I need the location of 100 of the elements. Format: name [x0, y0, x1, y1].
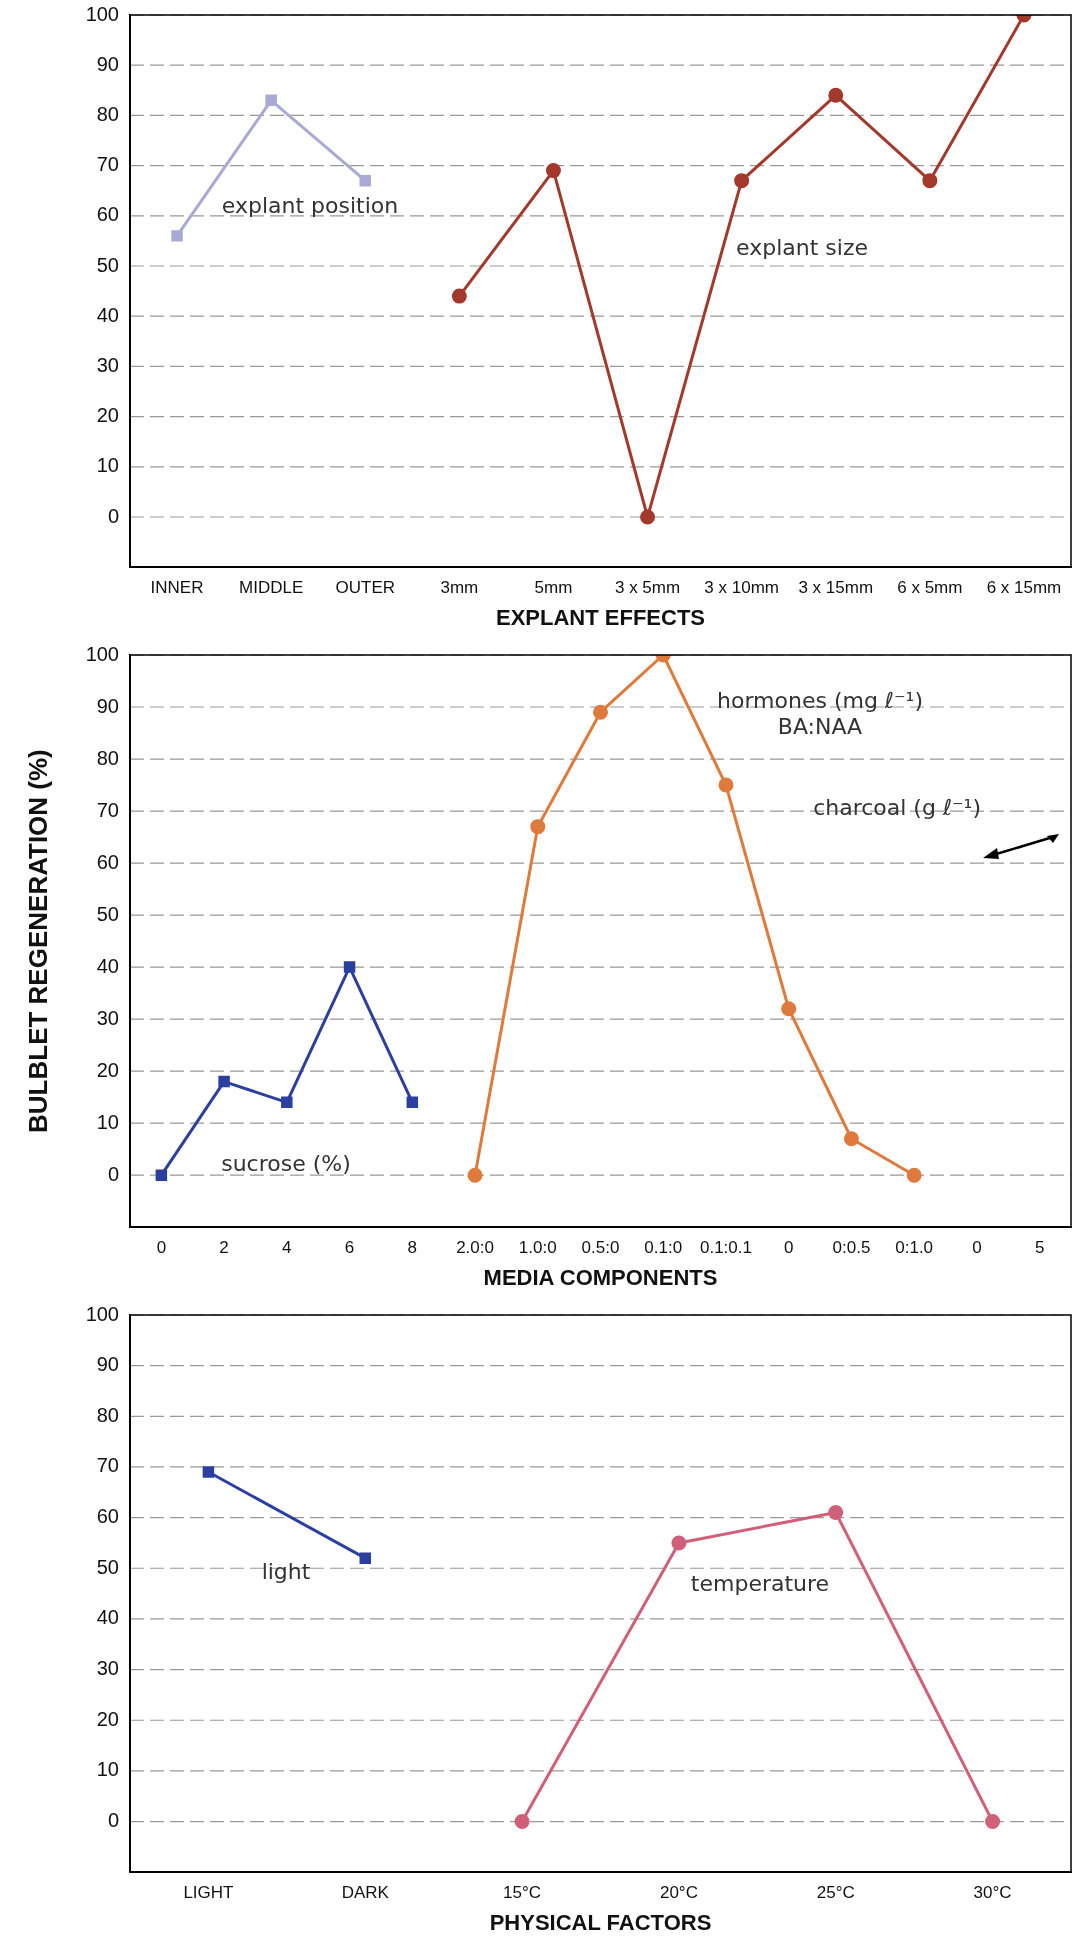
- y-tick-label: 50: [96, 253, 119, 276]
- y-tick-label: 10: [96, 1758, 119, 1781]
- x-tick-label: 25°C: [816, 1883, 855, 1903]
- series-label: explant size: [736, 234, 868, 260]
- y-tick-label: 100: [85, 1302, 119, 1325]
- y-tick-label: 70: [96, 153, 119, 176]
- point: [171, 230, 183, 242]
- x-tick-label: 0.1:0.1: [699, 1238, 752, 1258]
- x-tick-label: 3mm: [440, 578, 479, 598]
- point: [265, 94, 277, 107]
- annotation: charcoal (g ℓ⁻¹): [813, 795, 981, 820]
- y-tick-label: 70: [96, 1454, 119, 1477]
- y-tick-label: 40: [96, 303, 119, 326]
- y-tick-label: 50: [96, 902, 119, 925]
- x-tick-label: OUTER: [335, 578, 395, 598]
- point: [406, 1096, 419, 1109]
- x-tick-label: MIDDLE: [239, 578, 304, 598]
- point: [781, 1001, 797, 1017]
- series-label: light: [261, 1558, 311, 1584]
- point: [451, 288, 467, 304]
- y-tick-label: 40: [96, 954, 119, 977]
- y-tick-label: 80: [96, 1403, 119, 1426]
- y-tick-label: 90: [96, 694, 119, 717]
- point: [640, 509, 656, 525]
- x-tick-label: 15°C: [503, 1883, 542, 1903]
- x-tick-label: 3 x 10mm: [704, 578, 779, 598]
- x-tick-label: 5: [1034, 1238, 1045, 1258]
- y-tick-label: 20: [96, 1707, 119, 1730]
- point: [467, 1167, 483, 1183]
- point: [843, 1131, 859, 1147]
- point: [828, 1505, 844, 1521]
- point: [343, 961, 356, 973]
- x-tick-label: 0.5:0: [581, 1238, 620, 1258]
- x-tick-label: 0: [156, 1238, 167, 1258]
- point: [530, 819, 546, 835]
- y-tick-label: 90: [96, 52, 119, 75]
- y-tick-label: 80: [96, 102, 119, 125]
- y-tick-label: 20: [96, 404, 119, 427]
- x-tick-label: 3 x 5mm: [614, 578, 681, 598]
- y-tick-label: 30: [96, 1006, 119, 1029]
- y-tick-label: 30: [96, 353, 119, 376]
- point: [906, 1167, 922, 1183]
- x-axis-title: PHYSICAL FACTORS: [489, 1909, 712, 1935]
- x-tick-label: 4: [282, 1238, 292, 1258]
- y-tick-label: 40: [96, 1606, 119, 1629]
- point: [545, 163, 561, 179]
- series-label: temperature: [690, 1570, 830, 1596]
- point: [359, 1552, 371, 1564]
- x-tick-label: 0: [972, 1238, 982, 1258]
- y-tick-label: 60: [96, 203, 119, 226]
- point: [671, 1535, 687, 1551]
- series-label: sucrose (%): [221, 1150, 351, 1176]
- y-tick-label: 100: [85, 642, 119, 665]
- x-tick-label: 1.0:0: [518, 1238, 557, 1258]
- y-tick-label: 70: [96, 798, 119, 821]
- point: [922, 173, 938, 189]
- point: [281, 1096, 293, 1109]
- x-tick-label: 3 x 15mm: [798, 578, 874, 598]
- y-axis-title: BULBLET REGENERATION (%): [22, 749, 53, 1133]
- point: [718, 777, 734, 793]
- y-tick-label: 60: [96, 1505, 119, 1528]
- x-tick-label: 2: [219, 1238, 229, 1258]
- y-tick-label: 60: [96, 850, 119, 873]
- point: [514, 1814, 530, 1830]
- series-label: explant position: [221, 192, 399, 218]
- x-tick-label: 6 x 15mm: [986, 578, 1062, 598]
- point: [828, 87, 844, 103]
- point: [985, 1814, 1001, 1830]
- x-tick-label: 0:1.0: [895, 1238, 934, 1258]
- x-tick-label: 6 x 5mm: [897, 578, 963, 598]
- x-tick-label: INNER: [150, 578, 204, 598]
- point: [155, 1169, 168, 1181]
- x-tick-label: LIGHT: [183, 1883, 234, 1903]
- point: [359, 174, 371, 187]
- x-axis-title: EXPLANT EFFECTS: [495, 604, 706, 630]
- point: [218, 1075, 230, 1088]
- x-tick-label: 2.0:0: [456, 1238, 494, 1258]
- x-tick-label: 0: [783, 1238, 794, 1258]
- y-tick-label: 90: [96, 1353, 119, 1376]
- y-tick-label: 30: [96, 1657, 119, 1680]
- point: [593, 704, 608, 720]
- y-tick-label: 80: [96, 746, 119, 769]
- y-tick-label: 10: [96, 454, 119, 477]
- y-tick-label: 0: [107, 1809, 119, 1832]
- x-tick-label: 0:0.5: [832, 1238, 871, 1258]
- x-axis-title: MEDIA COMPONENTS: [483, 1264, 718, 1290]
- y-tick-label: 10: [96, 1110, 119, 1133]
- x-tick-label: DARK: [341, 1883, 390, 1903]
- y-tick-label: 20: [96, 1058, 119, 1081]
- x-tick-label: 30°C: [973, 1883, 1012, 1903]
- y-tick-label: 0: [107, 1162, 119, 1185]
- x-tick-label: 8: [407, 1238, 418, 1258]
- point: [734, 173, 750, 189]
- y-tick-label: 100: [85, 2, 119, 25]
- y-tick-label: 0: [107, 504, 119, 527]
- x-tick-label: 5mm: [534, 578, 573, 598]
- y-tick-label: 50: [96, 1555, 119, 1578]
- x-tick-label: 6: [344, 1238, 355, 1258]
- x-tick-label: 20°C: [659, 1883, 698, 1903]
- point: [202, 1466, 215, 1478]
